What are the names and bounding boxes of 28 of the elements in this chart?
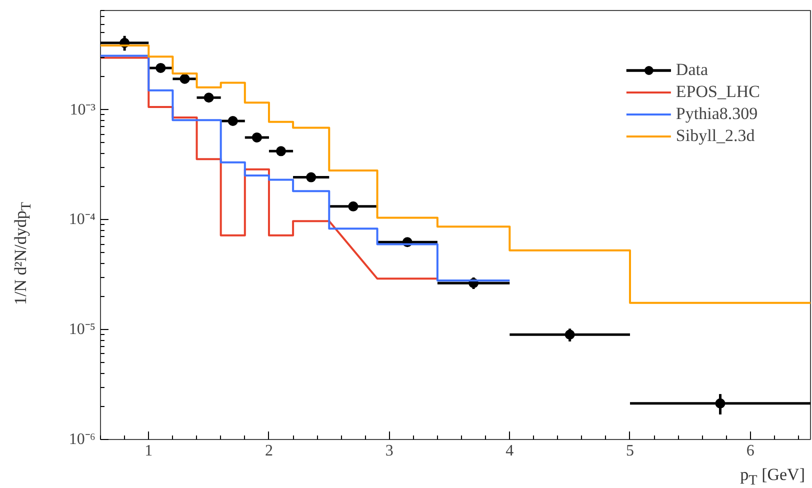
line-series [100,54,511,282]
point [306,172,316,182]
point [252,132,262,142]
x-tick-label: 4 [506,442,514,460]
x-tick-label: 1 [144,442,153,460]
x-axis-title: p$_{T}$ [GeV] [739,464,805,488]
point [348,201,358,212]
point [204,92,214,103]
legend-label: EPOS_LHC [676,82,760,102]
legend-label: Data [676,60,708,80]
y-tick-label: 10⁻⁶ [68,431,96,448]
line-series [100,56,438,280]
line-series [100,44,810,304]
y-tick-label: 10⁻³ [70,101,96,118]
point [156,62,166,73]
y-tick-label: 10⁻⁵ [68,321,96,338]
x-tick-label: 2 [264,442,273,460]
point [715,398,726,408]
y-tick-label: 10⁻⁴ [68,211,96,228]
x-tick-label: 6 [746,442,754,460]
legend-label: Sibyll_2.3d [676,126,755,146]
x-tick-label: 3 [385,442,394,460]
x-tick-label: 5 [626,442,634,460]
legend-label: Pythia8.309 [676,104,758,124]
point [180,74,190,84]
point [564,330,575,340]
point [228,116,238,126]
point [276,146,286,156]
